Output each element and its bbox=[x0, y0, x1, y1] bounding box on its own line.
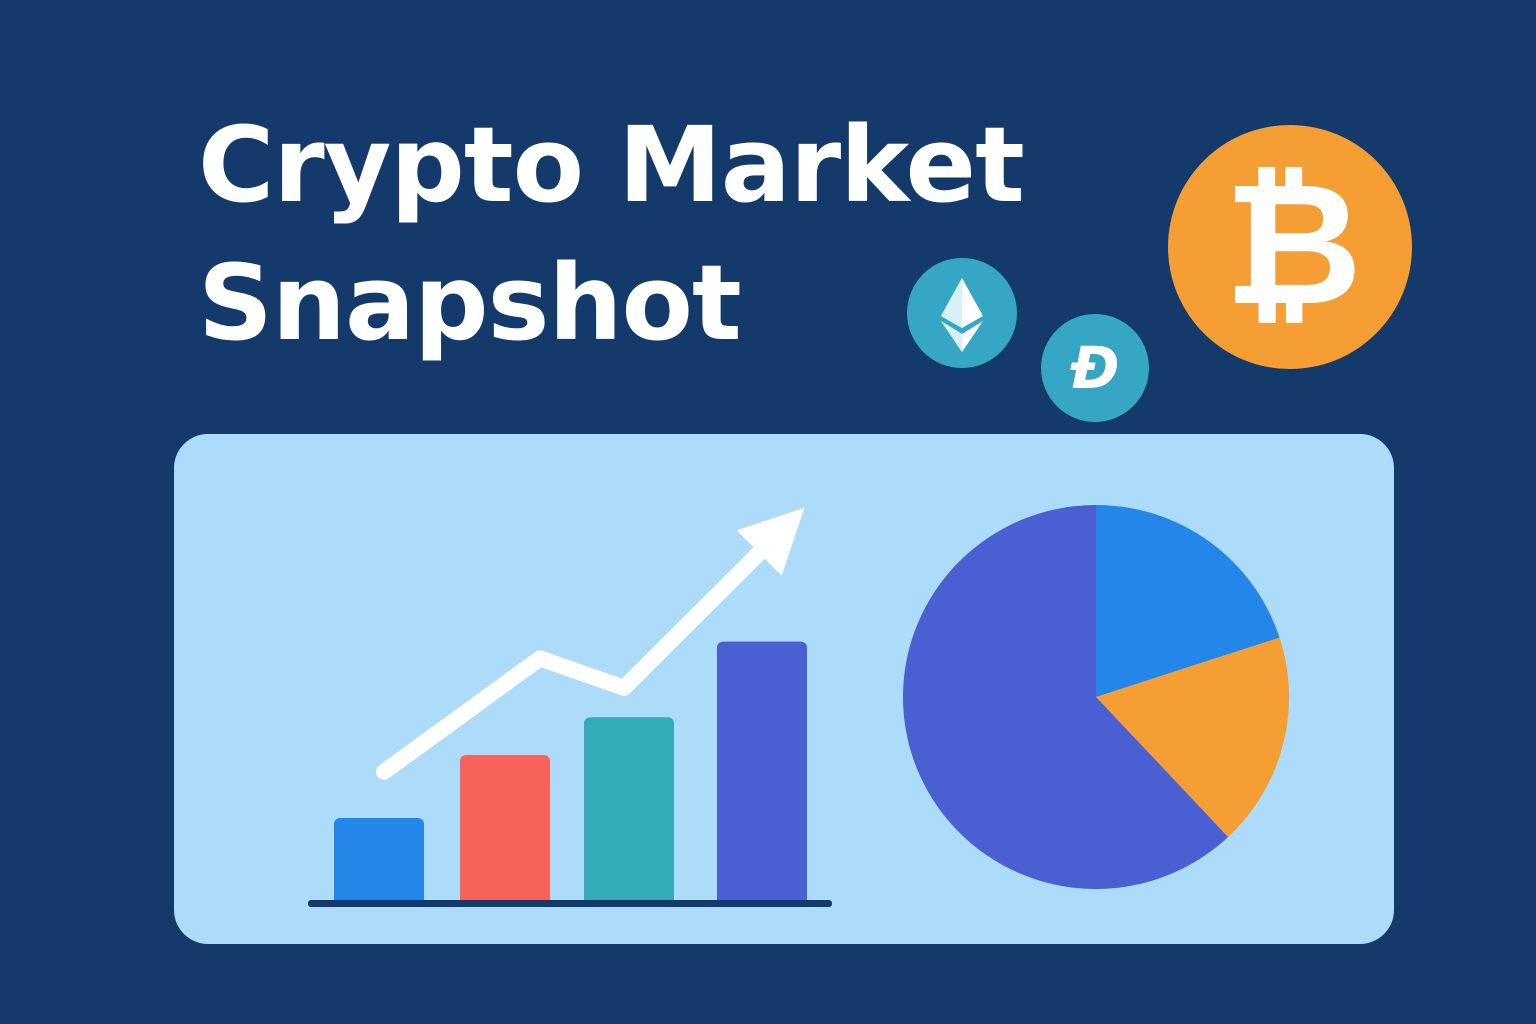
pie-slice-1 bbox=[1096, 505, 1280, 697]
chart-panel bbox=[174, 434, 1394, 944]
bitcoin-glyph: ₿ bbox=[1223, 146, 1363, 344]
bar-chart bbox=[308, 507, 832, 907]
bar-3 bbox=[584, 717, 674, 906]
trend-arrow bbox=[376, 507, 805, 780]
pie-slice-2 bbox=[1096, 637, 1289, 837]
bar-4 bbox=[717, 641, 807, 906]
chart-canvas bbox=[308, 505, 1289, 907]
bar-baseline bbox=[308, 900, 832, 907]
ethereum-icon bbox=[907, 258, 1017, 368]
title-line-1: Crypto Market bbox=[198, 104, 1025, 226]
dogecoin-glyph: Ð bbox=[1070, 334, 1120, 402]
pie-slice-3 bbox=[903, 505, 1229, 889]
title-line-2: Snapshot bbox=[198, 242, 742, 364]
ethereum-glyph bbox=[941, 278, 983, 352]
pie-chart bbox=[903, 505, 1289, 889]
page-title: Crypto Market Snapshot bbox=[198, 96, 1025, 372]
bar-2 bbox=[460, 755, 550, 906]
bitcoin-icon: ₿ bbox=[1168, 125, 1412, 369]
bar-1 bbox=[334, 818, 424, 906]
dogecoin-icon: Ð bbox=[1041, 314, 1149, 422]
